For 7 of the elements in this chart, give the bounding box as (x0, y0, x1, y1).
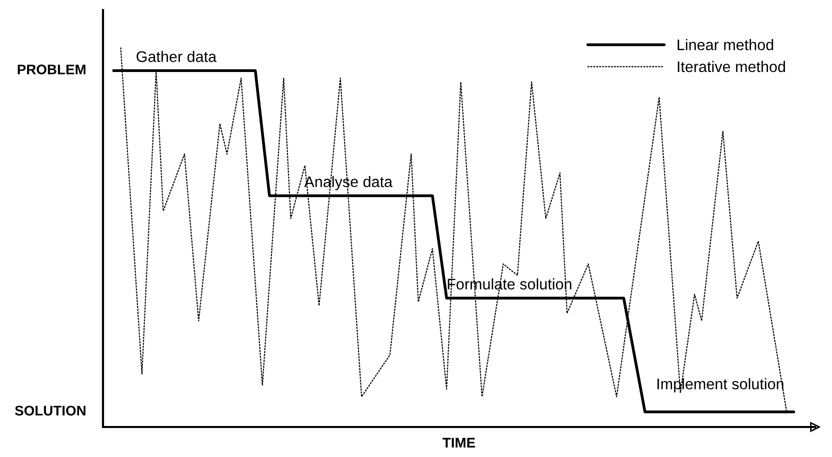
annotation: Gather data (136, 50, 217, 62)
legend-label: Linear method (678, 39, 774, 50)
legend-label: Iterative method (678, 60, 785, 72)
annotation: Analyse data (304, 176, 393, 190)
text: PROBLEM (18, 64, 86, 74)
x-axis-title: TIME (442, 438, 476, 448)
text: SOLUTION (14, 406, 86, 416)
